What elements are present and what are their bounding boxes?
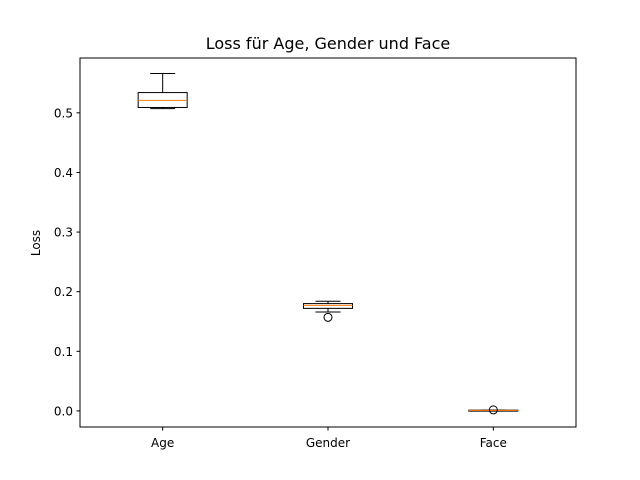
y-tick-label: 0.2 <box>54 285 73 299</box>
box-face <box>468 405 519 415</box>
x-tick-label: Gender <box>306 436 350 450</box>
y-tick-label: 0.3 <box>54 226 73 240</box>
x-tick-label: Face <box>480 436 507 450</box>
y-tick-label: 0.4 <box>54 166 73 180</box>
x-axis: Age Gender Face <box>151 427 507 450</box>
y-tick-label: 0.0 <box>54 404 73 418</box>
box-gender <box>303 300 353 322</box>
flier-point <box>323 312 333 322</box>
y-tick-label: 0.5 <box>54 106 73 120</box>
y-axis: 0.0 0.1 0.2 0.3 0.4 0.5 <box>54 106 80 418</box>
box-iqr <box>303 303 353 309</box>
chart-title: Loss für Age, Gender und Face <box>206 34 450 53</box>
box-age <box>137 72 188 110</box>
x-tick-label: Age <box>151 436 174 450</box>
flier-point <box>488 405 498 415</box>
plot-area-frame <box>79 57 577 428</box>
y-axis-label: Loss <box>29 230 43 256</box>
y-tick-label: 0.1 <box>54 345 73 359</box>
box-series <box>137 72 519 415</box>
